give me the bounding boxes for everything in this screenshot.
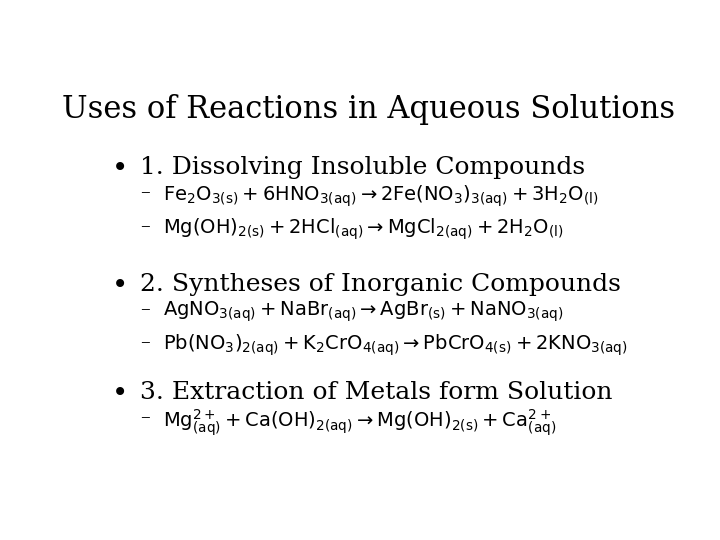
Text: •: • xyxy=(112,273,129,300)
Text: $\mathrm{Mg(OH)_{2(s)} + 2HCl_{(aq)} \rightarrow MgCl_{2(aq)} + 2H_2O_{(l)}}$: $\mathrm{Mg(OH)_{2(s)} + 2HCl_{(aq)} \ri… xyxy=(163,217,563,242)
Text: –: – xyxy=(140,300,150,318)
Text: –: – xyxy=(140,183,150,201)
Text: 1. Dissolving Insoluble Compounds: 1. Dissolving Insoluble Compounds xyxy=(140,156,585,179)
Text: •: • xyxy=(112,156,129,183)
Text: $\mathrm{Pb(NO_3)_{2(aq)} + K_2CrO_{4(aq)} \rightarrow PbCrO_{4(s)} + 2KNO_{3(aq: $\mathrm{Pb(NO_3)_{2(aq)} + K_2CrO_{4(aq… xyxy=(163,333,627,359)
Text: –: – xyxy=(140,217,150,234)
Text: Uses of Reactions in Aqueous Solutions: Uses of Reactions in Aqueous Solutions xyxy=(63,94,675,125)
Text: 2. Syntheses of Inorganic Compounds: 2. Syntheses of Inorganic Compounds xyxy=(140,273,621,296)
Text: $\mathrm{Mg^{2+}_{(aq)} + Ca(OH)_{2(aq)} \rightarrow Mg(OH)_{2(s)} + Ca^{2+}_{(a: $\mathrm{Mg^{2+}_{(aq)} + Ca(OH)_{2(aq)}… xyxy=(163,408,556,438)
Text: $\mathrm{AgNO_{3(aq)} + NaBr_{(aq)} \rightarrow AgBr_{(s)} + NaNO_{3(aq)}}$: $\mathrm{AgNO_{3(aq)} + NaBr_{(aq)} \rig… xyxy=(163,300,563,324)
Text: –: – xyxy=(140,408,150,426)
Text: 3. Extraction of Metals form Solution: 3. Extraction of Metals form Solution xyxy=(140,381,613,404)
Text: $\mathrm{Fe_2O_{3(s)} + 6HNO_{3(aq)} \rightarrow 2Fe(NO_3)_{3(aq)} + 3H_2O_{(l)}: $\mathrm{Fe_2O_{3(s)} + 6HNO_{3(aq)} \ri… xyxy=(163,183,598,209)
Text: •: • xyxy=(112,381,129,408)
Text: –: – xyxy=(140,333,150,351)
